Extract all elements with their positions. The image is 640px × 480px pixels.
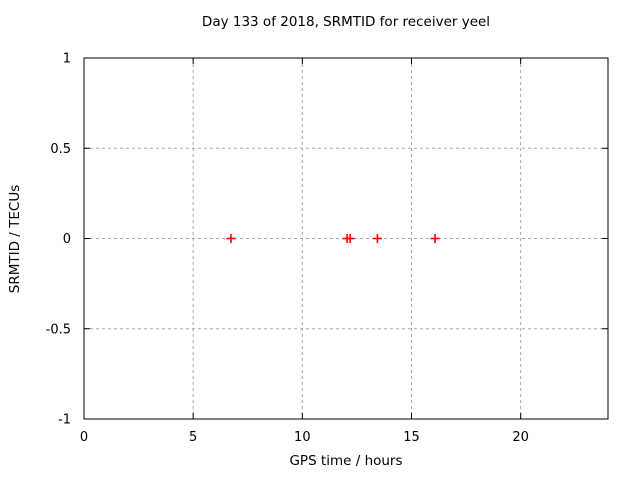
y-tick-label: -1 bbox=[58, 413, 71, 428]
gridlines bbox=[84, 58, 608, 419]
series-SRMTID bbox=[226, 234, 440, 243]
y-tick-label: 0 bbox=[63, 232, 71, 247]
data-point-marker bbox=[372, 234, 382, 243]
data-point-marker bbox=[226, 234, 236, 243]
chart-title: Day 133 of 2018, SRMTID for receiver yee… bbox=[201, 14, 491, 30]
x-tick-label: 15 bbox=[403, 430, 420, 445]
tick-marks bbox=[83, 57, 608, 420]
data-point-marker bbox=[345, 234, 355, 243]
x-tick-label: 10 bbox=[294, 430, 311, 445]
y-tick-label: 0.5 bbox=[50, 142, 71, 157]
x-tick-labels: 0 5 10 15 20 bbox=[80, 430, 529, 445]
x-tick-label: 5 bbox=[189, 430, 197, 445]
x-tick-label: 20 bbox=[512, 430, 529, 445]
x-tick-label: 0 bbox=[80, 430, 88, 445]
data-point-marker bbox=[430, 234, 440, 243]
x-axis-label: GPS time / hours bbox=[289, 453, 403, 469]
y-tick-labels: -1 -0.5 0 0.5 1 bbox=[46, 52, 71, 428]
y-tick-label: 1 bbox=[63, 52, 71, 67]
y-tick-label: -0.5 bbox=[46, 322, 71, 337]
